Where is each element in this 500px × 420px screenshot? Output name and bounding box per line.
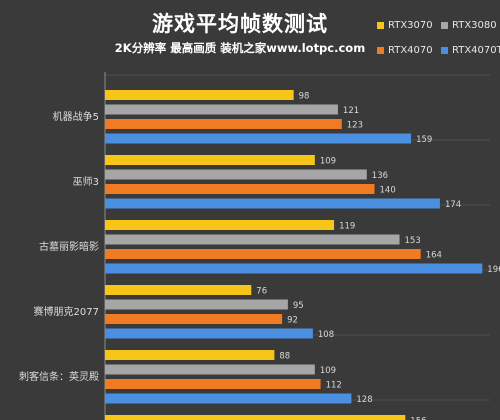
chart-subtitle: 2K分辨率 最高画质 装机之家www.lotpc.com — [114, 41, 366, 55]
data-label: 128 — [356, 395, 372, 405]
category-label: 刺客信条：英灵殿 — [19, 370, 99, 383]
data-label: 109 — [320, 157, 336, 167]
data-label: 156 — [410, 417, 426, 420]
data-label: 109 — [320, 366, 336, 376]
bar-rtx3070 — [105, 220, 335, 230]
data-label: 76 — [256, 287, 267, 297]
bar-rtx4070 — [105, 249, 421, 259]
category-label: 机器战争5 — [53, 110, 99, 123]
bar-rtx3080 — [105, 364, 315, 375]
bar-rtx4070ti — [105, 263, 483, 274]
bar-rtx3070 — [105, 285, 252, 295]
bar-rtx3080 — [105, 169, 367, 180]
chart-title: 游戏平均帧数测试 — [152, 12, 328, 36]
legend-label-rtx3070: RTX3070 — [388, 20, 433, 31]
data-label: 108 — [318, 330, 334, 340]
data-label: 92 — [287, 316, 298, 326]
bar-rtx3070 — [105, 90, 294, 100]
legend-swatch-rtx4070 — [377, 47, 384, 54]
bar-rtx4070 — [105, 314, 283, 324]
bar-rtx4070 — [105, 379, 321, 389]
data-label: 121 — [343, 106, 359, 116]
bar-rtx4070 — [105, 119, 342, 129]
bar-rtx3070-partial — [105, 415, 406, 420]
bar-rtx4070 — [105, 184, 375, 194]
legend-label-rtx4070ti: RTX4070Ti — [452, 45, 500, 56]
bar-rtx4070ti — [105, 133, 412, 144]
data-label: 174 — [445, 200, 461, 210]
bar-rtx4070ti — [105, 198, 440, 209]
bar-rtx4070ti — [105, 328, 313, 339]
category-label: 巫师3 — [73, 175, 99, 188]
data-label: 112 — [326, 381, 342, 391]
data-label: 159 — [416, 135, 432, 145]
legend-swatch-rtx4070ti — [441, 47, 448, 54]
data-label: 140 — [380, 186, 396, 196]
category-label: 赛博朋克2077 — [34, 305, 99, 318]
data-label: 164 — [426, 251, 442, 261]
data-label: 153 — [405, 236, 421, 246]
legend-label-rtx3080: RTX3080 — [452, 20, 497, 31]
bar-rtx3070 — [105, 155, 315, 165]
bar-rtx3080 — [105, 299, 288, 310]
data-label: 98 — [299, 92, 310, 102]
legend: RTX3070 RTX3080 RTX4070 RTX4070Ti — [377, 10, 500, 62]
data-label: 123 — [347, 121, 363, 131]
data-label: 136 — [372, 171, 388, 181]
legend-label-rtx4070: RTX4070 — [388, 45, 433, 56]
data-label: 196 — [487, 265, 500, 275]
legend-swatch-rtx3080 — [441, 22, 448, 29]
legend-swatch-rtx3070 — [377, 22, 384, 29]
bar-rtx3080 — [105, 234, 400, 245]
bar-rtx4070ti — [105, 393, 352, 404]
bar-rtx3070 — [105, 350, 275, 360]
category-label: 古墓丽影暗影 — [39, 240, 99, 253]
data-label: 95 — [293, 301, 304, 311]
bar-rtx3080 — [105, 104, 338, 115]
data-label: 119 — [339, 222, 355, 232]
data-label: 88 — [279, 352, 290, 362]
